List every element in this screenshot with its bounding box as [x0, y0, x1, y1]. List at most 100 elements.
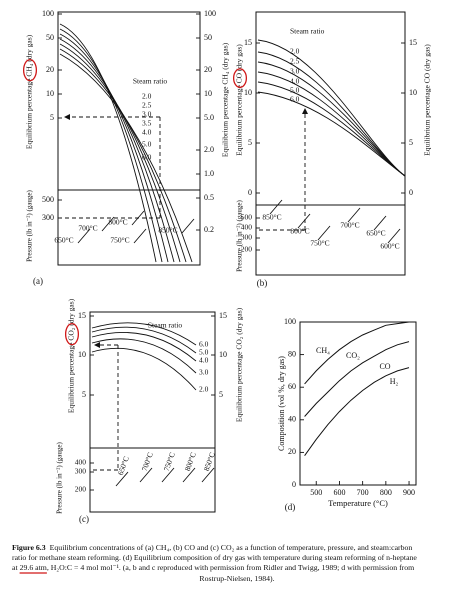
panel-label: (a): [33, 276, 43, 286]
axis-label-group: Pressure (lb in⁻²) (gauge): [56, 441, 64, 513]
isotherm-tick: [387, 228, 401, 244]
x-tick-label: 800: [380, 488, 392, 497]
isotherm-tick: [115, 471, 129, 487]
pressure-tick-label: 400: [75, 458, 87, 467]
steam-ratio-title: Steam ratio: [148, 321, 183, 330]
panel-frame: [57, 11, 201, 266]
temperature-label: 800°C: [108, 218, 127, 227]
right-tick-label: 5.0: [204, 113, 214, 122]
axis-label-group: Composition (vol %, dry gas): [277, 356, 286, 451]
panel-frame: [255, 11, 406, 276]
left-tick-label: 0: [248, 188, 252, 197]
left-tick-label: 5: [50, 113, 54, 122]
steam-ratio-title: Steam ratio: [133, 77, 168, 86]
nomogram-curve: [91, 347, 197, 391]
temperature-label: 650°C: [366, 229, 385, 238]
steam-ratio-label: 4.0: [290, 77, 300, 86]
y-tick-label: 60: [288, 382, 296, 391]
pressure-tick-label: 300: [75, 467, 87, 476]
steam-ratio-label: 2.0: [290, 47, 300, 56]
left-tick-label: 20: [46, 65, 54, 74]
highlight-circle: [22, 58, 38, 82]
steam-ratio-label: 6.0: [142, 153, 152, 162]
right-tick-label: 100: [204, 9, 216, 18]
right-tick-label: 0.5: [204, 193, 214, 202]
axis-label-group: Equilibrium percentage CO₂ (dry gas): [64, 298, 80, 413]
steam-ratio-label: 2.5: [290, 57, 300, 66]
right-tick-label: 1.0: [204, 169, 214, 178]
steam-ratio-label: 3.0: [142, 110, 152, 119]
axis-label: Composition (vol %, dry gas): [277, 356, 286, 451]
axis-label: Equilibrium percentage CO (dry gas): [423, 44, 432, 156]
steam-ratio-label: 5.0: [199, 348, 209, 357]
temperature-label: 850°C: [158, 226, 177, 235]
temperature-label: 700°C: [78, 224, 97, 233]
axis-label: Pressure (lb in⁻²) (gauge): [236, 199, 244, 271]
right-tick-label: 0: [409, 188, 413, 197]
nomogram-curve: [91, 326, 197, 354]
axis-label: Equilibrium percentage CH₄ (dry gas): [221, 42, 230, 157]
series-label: CH₄: [316, 346, 330, 355]
temperature-label: 750°C: [110, 236, 129, 245]
caption-line: Rostrup-Nielsen, 1984).: [199, 574, 274, 583]
axis-label-group: Equilibrium percentage CH₄ (dry gas): [221, 42, 230, 157]
left-tick-label: 10: [78, 350, 86, 359]
series-label: CO₂: [346, 351, 360, 360]
arrowhead: [302, 108, 308, 114]
steam-ratio-label: 2.0: [142, 92, 152, 101]
left-tick-label: 15: [78, 311, 86, 320]
isotherm-tick: [139, 467, 153, 483]
right-tick-label: 0.2: [204, 225, 214, 234]
steam-ratio-label: 3.5: [142, 119, 152, 128]
y-tick-label: 80: [288, 349, 296, 358]
steam-ratio-title: Steam ratio: [290, 27, 325, 36]
axis-label-group: Equilibrium percentage CO (dry gas): [232, 44, 248, 156]
left-tick-label: 5: [82, 390, 86, 399]
steam-ratio-label: 6.0: [290, 95, 300, 104]
steam-ratio-label: 5.0: [142, 140, 152, 149]
arrowhead: [94, 342, 100, 348]
panel-label: (c): [79, 514, 89, 524]
series-label: H₂: [390, 377, 399, 386]
left-tick-label: 10: [46, 89, 54, 98]
y-tick-label: 100: [284, 317, 296, 326]
pressure-tick-label: 200: [241, 245, 253, 254]
steam-ratio-label: 4.0: [142, 128, 152, 137]
pressure-tick-label: 300: [42, 213, 54, 222]
isotherm-tick: [101, 216, 115, 232]
axis-label-group: Equilibrium percentage CO₂ (dry gas): [235, 307, 244, 422]
left-tick-label: 100: [42, 9, 54, 18]
nomogram-curve: [91, 338, 197, 374]
x-axis-title: Temperature (°C): [328, 498, 388, 508]
steam-ratio-label: 5.0: [290, 86, 300, 95]
isotherm-tick: [77, 228, 91, 244]
nomogram-curve: [59, 53, 193, 263]
pressure-tick-label: 400: [241, 223, 253, 232]
isotherm-tick: [347, 207, 361, 223]
y-tick-label: 40: [288, 415, 296, 424]
axis-label: Pressure (lb in⁻²) (gauge): [56, 441, 64, 513]
temperature-label: 600°C: [380, 242, 399, 251]
right-tick-label: 20: [204, 65, 212, 74]
y-tick-label: 20: [288, 447, 296, 456]
highlight-circle: [232, 68, 248, 88]
temperature-label: 700°C: [340, 221, 359, 230]
right-tick-label: 2.0: [204, 145, 214, 154]
steam-ratio-label: 4.0: [199, 356, 209, 365]
arrowhead: [64, 114, 70, 120]
left-tick-label: 5: [248, 138, 252, 147]
temperature-label: 850°C: [262, 213, 281, 222]
highlight-circle: [64, 322, 80, 346]
steam-ratio-label: 2.0: [199, 385, 209, 394]
isotherm-tick: [181, 218, 195, 234]
isotherm-tick: [201, 467, 215, 483]
isotherm-tick: [131, 210, 145, 226]
y-tick-label: 0: [292, 480, 296, 489]
panel-frame: [89, 311, 216, 513]
nomogram-curve: [257, 91, 406, 177]
right-tick-label: 10: [409, 88, 417, 97]
right-tick-label: 5: [219, 390, 223, 399]
x-tick-label: 900: [403, 488, 415, 497]
pressure-tick-label: 300: [241, 233, 253, 242]
